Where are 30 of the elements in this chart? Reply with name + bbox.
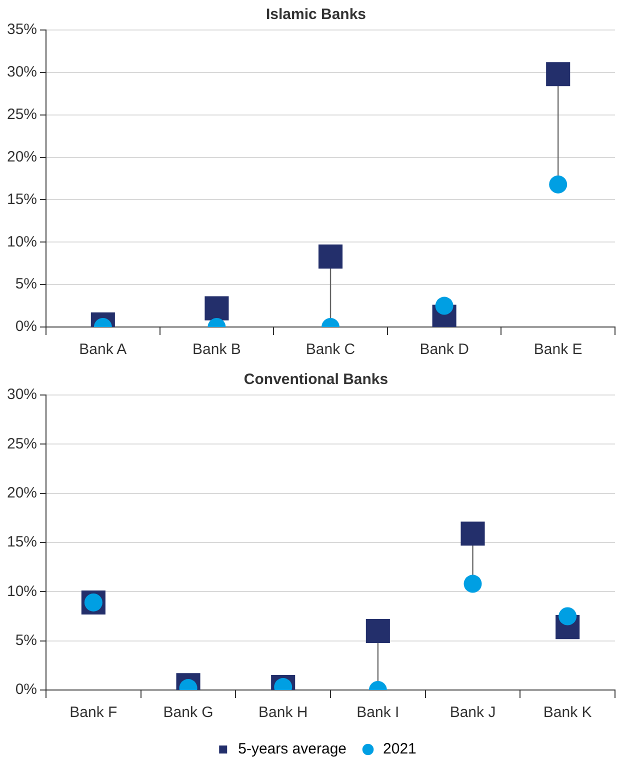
y-tick-label: 5% [15,632,38,649]
x-tick-label: Bank F [70,704,118,722]
y-tick-label: 25% [6,435,38,452]
x-tick-label: Bank A [79,341,127,358]
y-tick-label: 5% [15,276,38,293]
y-tick-label: 30% [6,386,38,404]
x-tick-label: Bank B [192,341,241,358]
chart-title: Conventional Banks [244,371,388,388]
y-tick-label: 15% [6,534,38,551]
y-tick-label: 10% [6,233,38,250]
x-tick-label: Bank J [450,704,496,722]
x-tick-label: Bank C [306,341,356,358]
x-tick-label: Bank E [534,341,582,358]
y-tick-label: 20% [6,484,38,502]
x-tick-label: Bank D [420,341,470,358]
chart-title: Islamic Banks [266,6,366,24]
y-tick-label: 25% [6,106,38,123]
y-tick-label: 15% [6,190,38,208]
x-tick-label: Bank H [258,704,308,722]
x-tick-label: Bank I [356,704,400,722]
y-tick-label: 0% [15,318,38,336]
y-tick-label: 30% [6,64,38,81]
y-tick-label: 20% [6,148,38,166]
y-tick-label: 10% [6,582,38,600]
x-tick-label: Bank K [543,704,592,722]
y-tick-label: 0% [15,681,38,698]
legend-label: 2021 [383,740,416,758]
y-tick-label: 35% [6,21,38,38]
x-tick-label: Bank G [163,704,214,722]
legend-label: 5-years average [238,740,347,758]
